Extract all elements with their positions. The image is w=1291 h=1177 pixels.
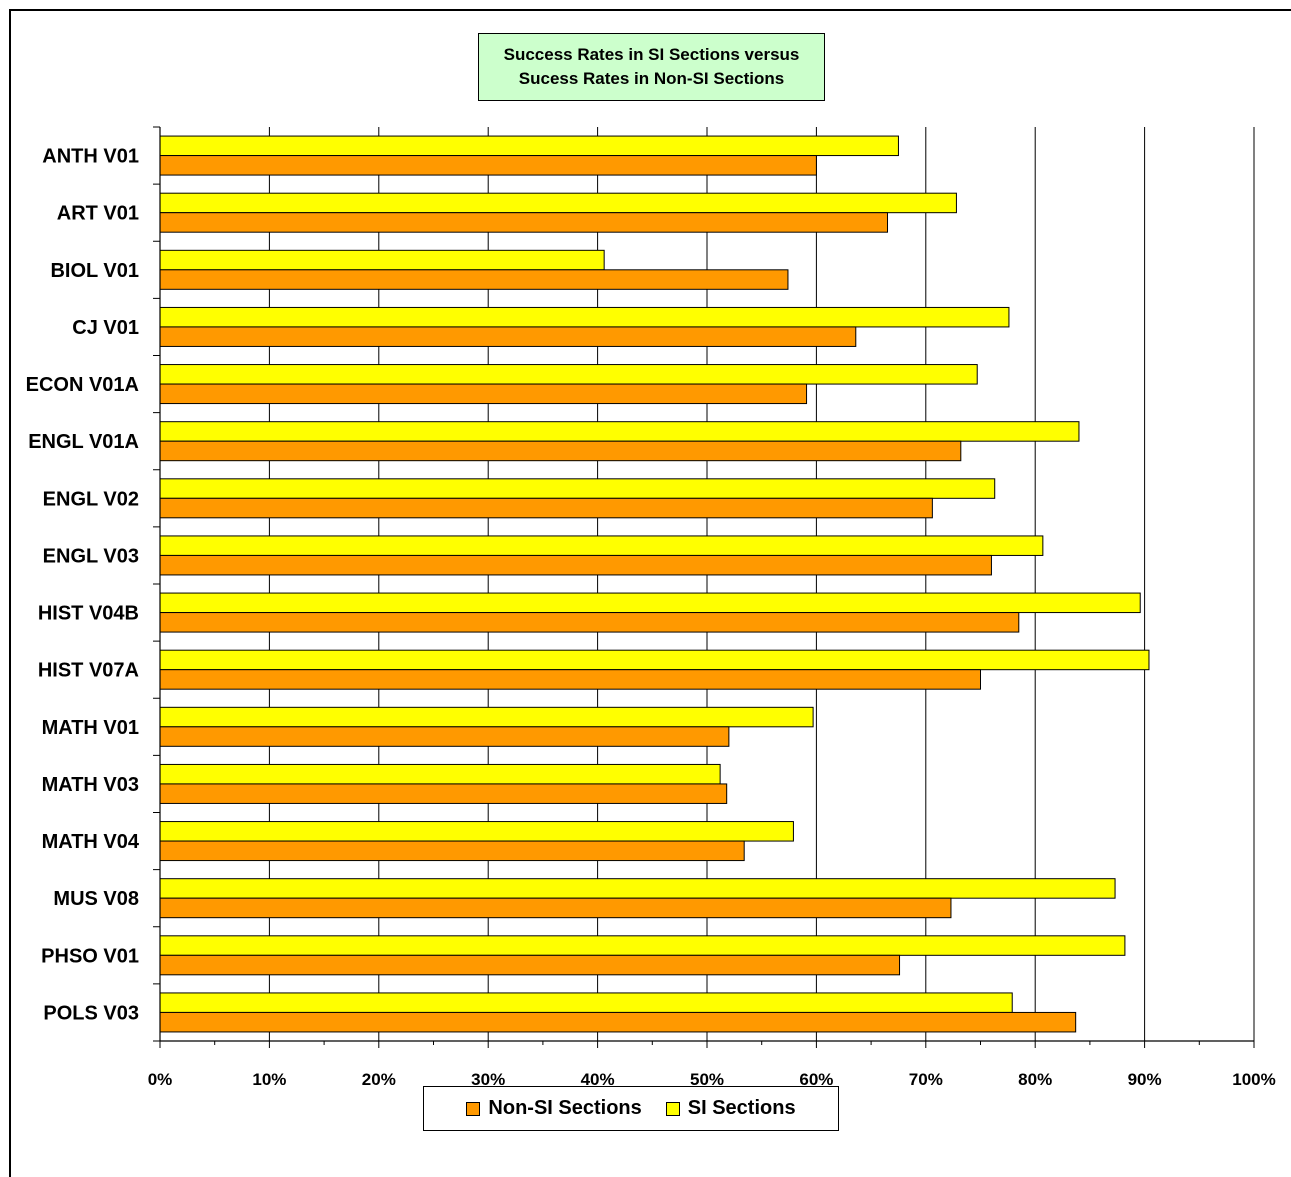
bar-non-si bbox=[159, 840, 745, 862]
legend-swatch-non-si bbox=[466, 1101, 481, 1116]
x-tick-label: 50% bbox=[690, 1070, 724, 1089]
bar-si bbox=[159, 364, 978, 385]
chart-title: Success Rates in SI Sections versus Suce… bbox=[478, 33, 825, 101]
category-label: ENGL V03 bbox=[43, 545, 139, 567]
bar-non-si bbox=[159, 954, 901, 976]
bar-si bbox=[159, 935, 1126, 956]
legend-swatch-si bbox=[665, 1101, 680, 1116]
bar-non-si bbox=[159, 383, 808, 405]
legend-item-si: SI Sections bbox=[665, 1097, 796, 1120]
category-label: MATH V04 bbox=[42, 831, 140, 853]
bar-non-si bbox=[159, 897, 952, 919]
category-labels: ANTH V01 ART V01 BIOL V01 CJ V01 ECON V01A EN… bbox=[26, 146, 140, 1025]
bar-non-si bbox=[159, 783, 728, 804]
category-label: MUS V08 bbox=[53, 888, 139, 910]
axes bbox=[153, 126, 1255, 1048]
bar-si bbox=[159, 421, 1080, 442]
bar-non-si bbox=[159, 497, 933, 519]
x-tick-label: 0% bbox=[148, 1070, 173, 1089]
legend-label-si: SI Sections bbox=[687, 1097, 796, 1119]
x-tick-label: 80% bbox=[1018, 1070, 1052, 1089]
category-label: ENGL V02 bbox=[43, 488, 139, 510]
bar-si bbox=[159, 135, 899, 157]
chart-title-line-2: Sucess Rates in Non-SI Sections bbox=[518, 69, 785, 88]
category-label: ENGL V01A bbox=[28, 431, 139, 453]
category-label: ANTH V01 bbox=[42, 146, 139, 168]
bar-non-si bbox=[159, 326, 857, 347]
bar-si bbox=[159, 592, 1141, 614]
x-tick-label: 100% bbox=[1232, 1070, 1275, 1089]
category-label: POLS V03 bbox=[43, 1002, 139, 1024]
category-label: ECON V01A bbox=[26, 374, 139, 396]
bar-non-si bbox=[159, 612, 1020, 633]
bar-non-si bbox=[159, 440, 962, 462]
bar-si bbox=[159, 192, 957, 214]
bar-si bbox=[159, 821, 794, 842]
category-label: HIST V07A bbox=[38, 660, 139, 682]
bar-si bbox=[159, 478, 996, 499]
category-label: HIST V04B bbox=[38, 603, 139, 625]
category-label: CJ V01 bbox=[72, 317, 139, 339]
bar-non-si bbox=[159, 269, 789, 290]
bar-non-si bbox=[159, 155, 817, 176]
tick-labels: 0% 10% 20% 30% 40% 50% 60% 70% 80% 90% 100% bbox=[148, 1070, 1276, 1089]
chart-title-line-1: Success Rates in SI Sections versus bbox=[503, 45, 800, 64]
bar-non-si bbox=[159, 669, 981, 690]
x-tick-label: 20% bbox=[362, 1070, 396, 1089]
bar-si bbox=[159, 306, 1010, 328]
bar-non-si bbox=[159, 726, 730, 747]
bar-si bbox=[159, 706, 814, 728]
bar-non-si bbox=[159, 1011, 1077, 1033]
bar-si bbox=[159, 992, 1013, 1013]
category-label: PHSO V01 bbox=[41, 945, 139, 967]
x-tick-label: 60% bbox=[799, 1070, 833, 1089]
legend-item-non-si: Non-SI Sections bbox=[466, 1097, 642, 1120]
x-tick-label: 10% bbox=[252, 1070, 286, 1089]
bar-non-si bbox=[159, 554, 992, 576]
bar-non-si bbox=[159, 212, 889, 233]
bars bbox=[159, 135, 1150, 1033]
x-tick-label: 70% bbox=[909, 1070, 943, 1089]
bar-si bbox=[159, 249, 605, 271]
legend: Non-SI Sections SI Sections bbox=[423, 1086, 839, 1131]
x-tick-label: 40% bbox=[581, 1070, 615, 1089]
bar-si bbox=[159, 878, 1116, 899]
category-label: BIOL V01 bbox=[50, 260, 139, 282]
bar-si bbox=[159, 649, 1150, 671]
category-label: MATH V01 bbox=[42, 717, 139, 739]
x-tick-label: 90% bbox=[1128, 1070, 1162, 1089]
bar-si bbox=[159, 535, 1044, 556]
category-label: ART V01 bbox=[57, 203, 139, 225]
category-label: MATH V03 bbox=[42, 774, 139, 796]
legend-label-non-si: Non-SI Sections bbox=[488, 1097, 642, 1119]
x-tick-label: 30% bbox=[471, 1070, 505, 1089]
bar-si bbox=[159, 763, 721, 785]
